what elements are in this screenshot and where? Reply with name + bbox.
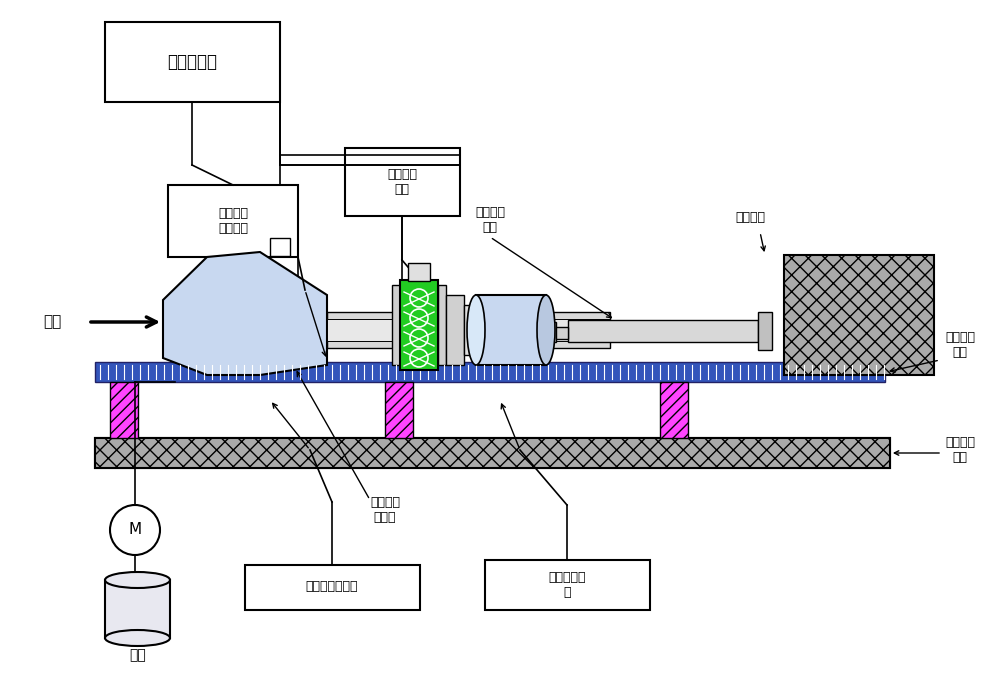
- Bar: [345, 148, 460, 216]
- Bar: [167, 185, 298, 257]
- Ellipse shape: [105, 572, 169, 588]
- Bar: [784, 255, 933, 375]
- Bar: [464, 305, 476, 355]
- Text: 基准安装
平台: 基准安装 平台: [944, 436, 974, 464]
- Bar: [545, 322, 555, 342]
- Bar: [446, 295, 464, 365]
- Bar: [476, 295, 545, 365]
- Bar: [327, 312, 609, 348]
- Ellipse shape: [536, 295, 554, 365]
- Bar: [758, 312, 772, 350]
- Bar: [110, 382, 138, 438]
- Text: 若干燃烧
故障模拟: 若干燃烧 故障模拟: [217, 207, 247, 235]
- Bar: [95, 438, 889, 468]
- Text: M: M: [128, 523, 141, 538]
- Text: 发动机试
车台: 发动机试 车台: [944, 331, 974, 359]
- Circle shape: [410, 349, 428, 367]
- Bar: [438, 285, 446, 365]
- Bar: [392, 285, 400, 365]
- Bar: [244, 565, 420, 610]
- Text: 尾喷管延
长管: 尾喷管延 长管: [475, 206, 504, 234]
- Circle shape: [410, 329, 428, 347]
- Bar: [105, 22, 280, 102]
- Bar: [95, 438, 889, 468]
- Text: 碰摩激振
控制: 碰摩激振 控制: [387, 168, 417, 196]
- Text: 发动机控制系统: 发动机控制系统: [306, 581, 358, 593]
- Bar: [555, 327, 567, 339]
- Bar: [327, 319, 609, 341]
- Bar: [485, 560, 649, 610]
- Text: 空气: 空气: [43, 314, 61, 329]
- Text: 小型涡喷
发动机: 小型涡喷 发动机: [370, 496, 400, 524]
- Bar: [567, 320, 758, 342]
- Bar: [659, 382, 687, 438]
- Circle shape: [410, 289, 428, 307]
- Ellipse shape: [105, 630, 169, 646]
- Circle shape: [410, 309, 428, 327]
- Ellipse shape: [467, 295, 485, 365]
- Bar: [400, 280, 438, 370]
- Bar: [270, 238, 290, 256]
- Bar: [385, 382, 413, 438]
- Polygon shape: [163, 252, 327, 375]
- Bar: [95, 362, 884, 382]
- Text: 燃油: 燃油: [129, 648, 145, 662]
- Text: 静电传感器: 静电传感器: [167, 53, 216, 71]
- Bar: [408, 263, 430, 281]
- Circle shape: [110, 505, 160, 555]
- Text: 尾气冷却: 尾气冷却: [734, 211, 765, 225]
- Text: 电机转速控
制: 电机转速控 制: [548, 571, 585, 599]
- Bar: [105, 580, 169, 638]
